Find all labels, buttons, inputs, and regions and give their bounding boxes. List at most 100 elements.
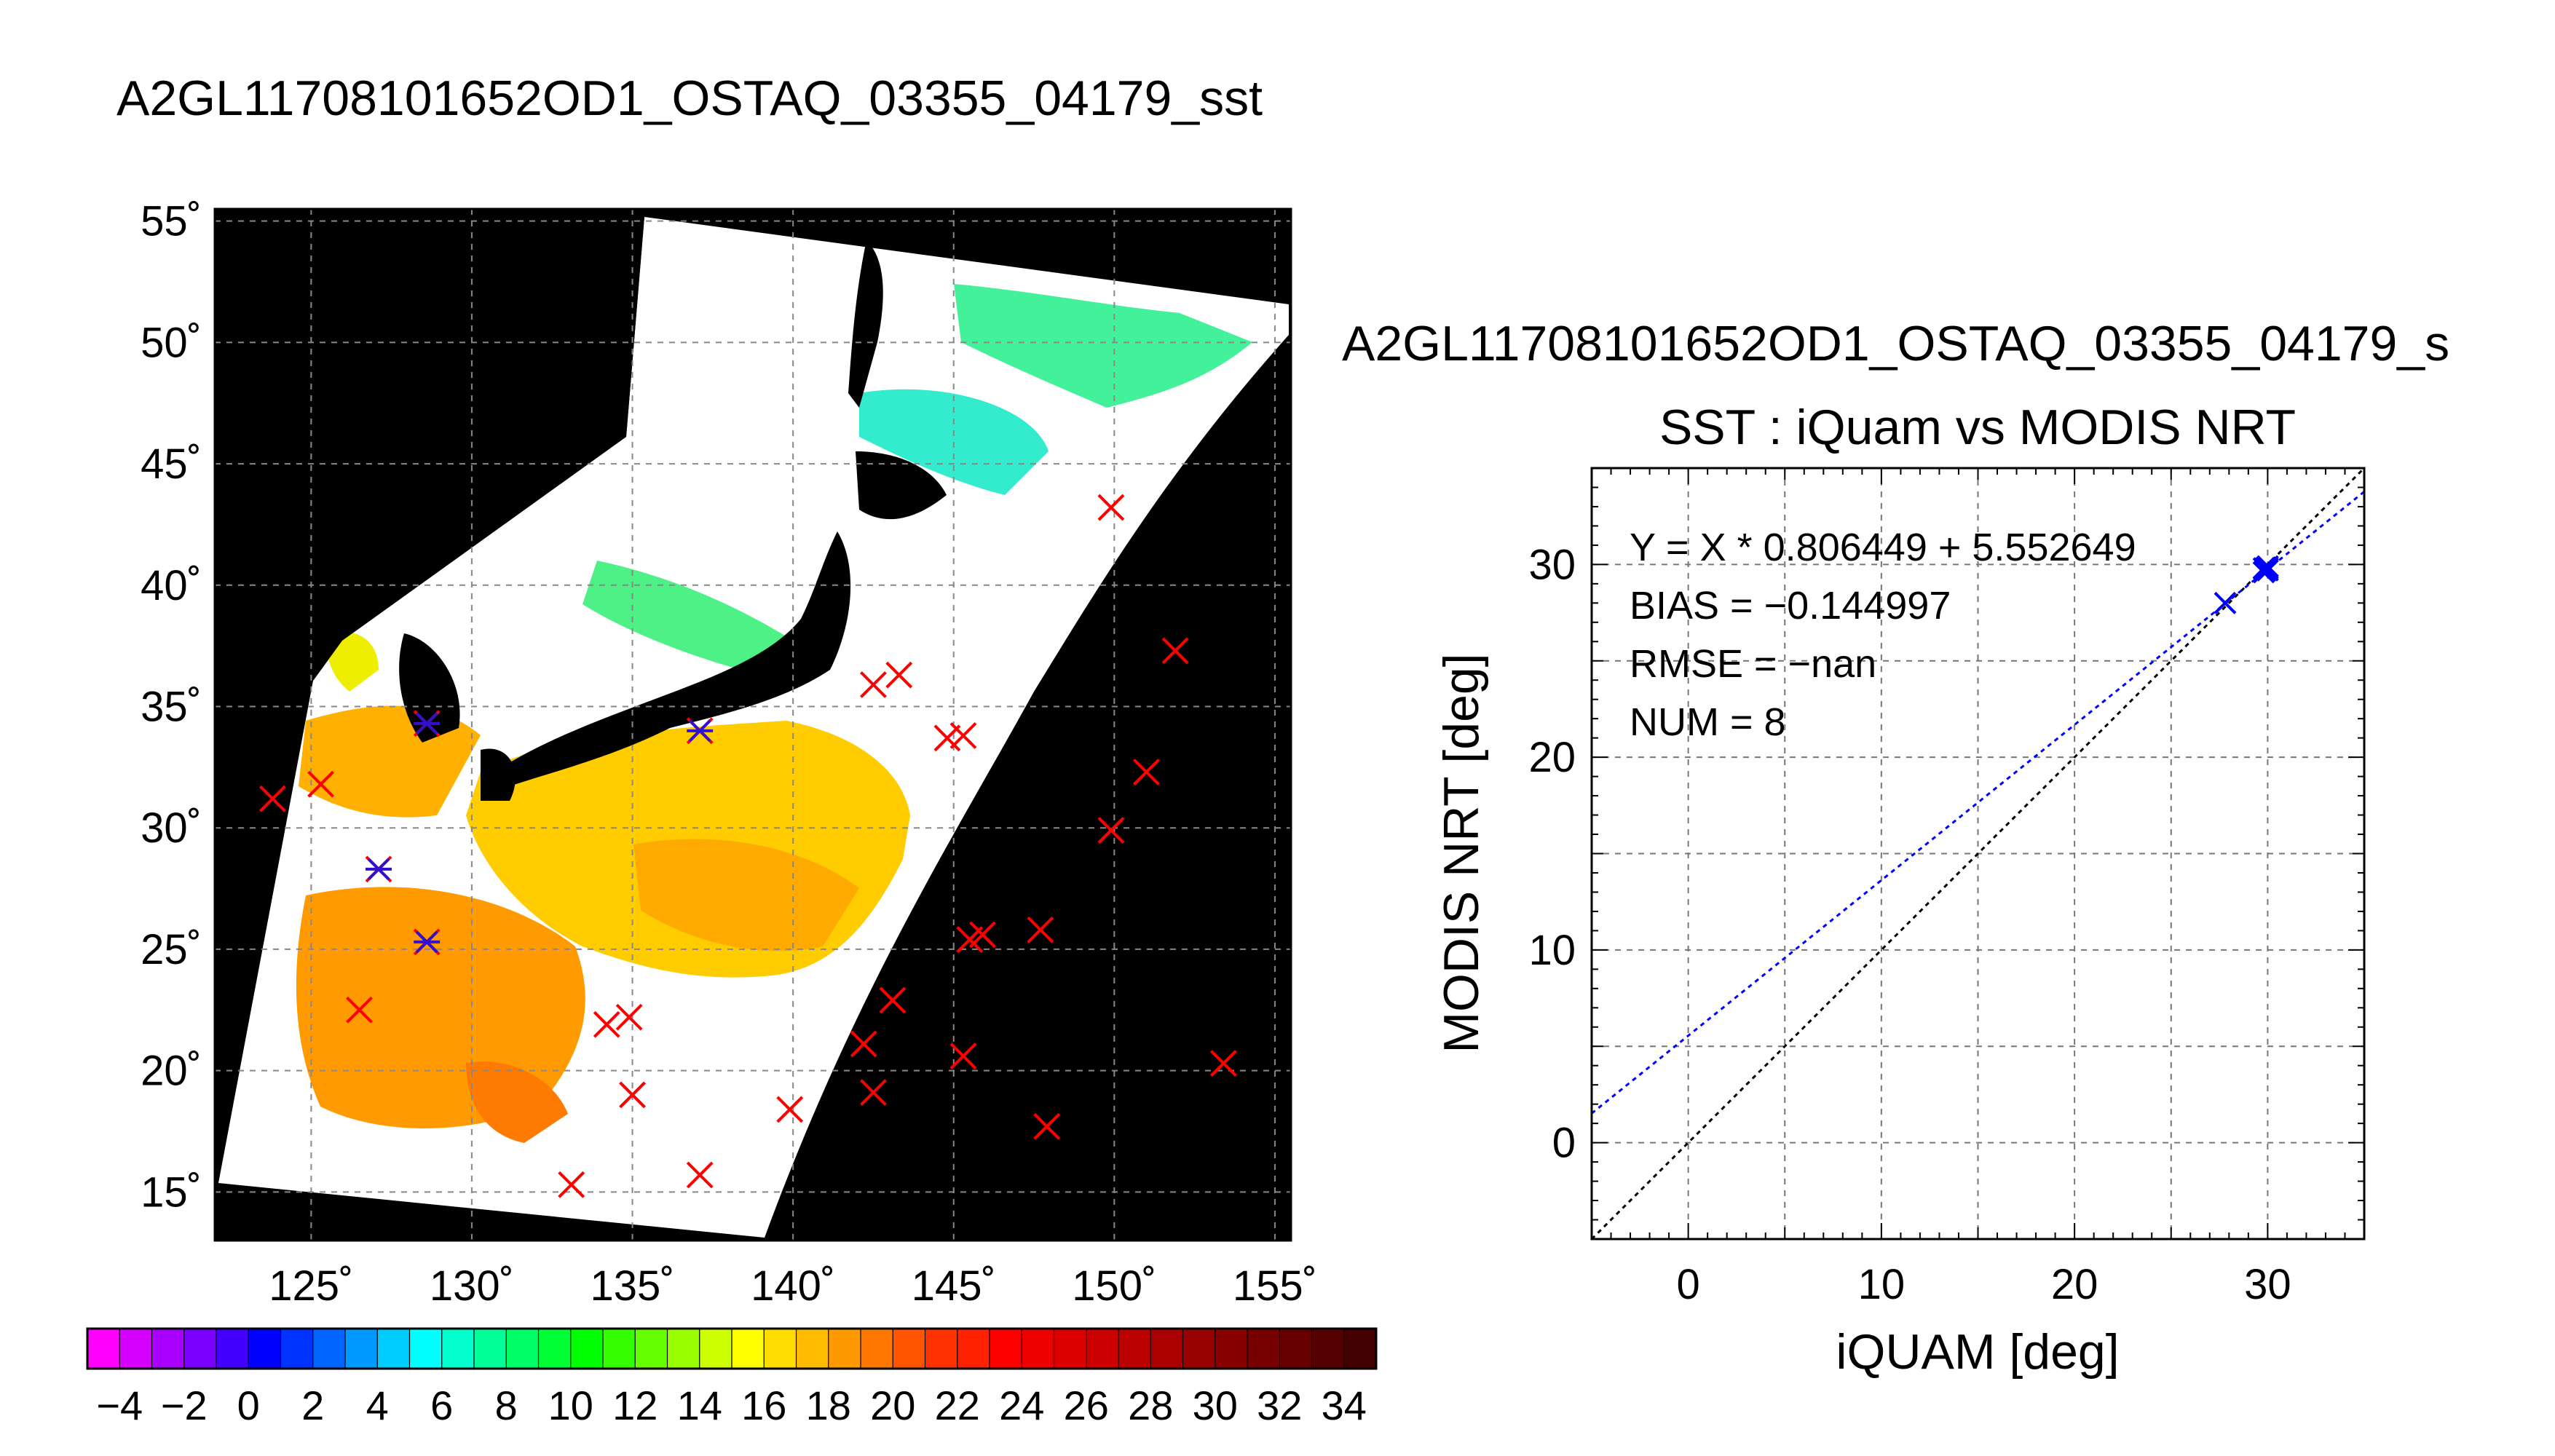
colorbar-swatch — [1343, 1329, 1377, 1369]
colorbar-tick-label: 12 — [612, 1382, 657, 1428]
colorbar: −4 −2 0 2 4 6 8 10 12 14 16 18 20 22 24 26 28 30 32 34 — [86, 1327, 1378, 1428]
colorbar-tick-label: 28 — [1128, 1382, 1173, 1428]
buoy-marker — [860, 1079, 887, 1107]
scatter-y-tick-label: 10 — [1528, 927, 1576, 974]
colorbar-tick-label: 8 — [495, 1382, 518, 1428]
land-honshu — [495, 531, 851, 786]
map-markers — [259, 494, 1237, 1198]
sst-field-warm-pool — [466, 1061, 568, 1143]
map-lat-tick-label: 35˚ — [141, 683, 202, 730]
buoy-marker — [1097, 494, 1125, 521]
sst-field-yellow-sea — [326, 631, 379, 692]
map-frame — [213, 207, 1292, 1242]
colorbar-tick-label: 34 — [1322, 1382, 1367, 1428]
colorbar-tick-label: 30 — [1193, 1382, 1238, 1428]
matchup-marker — [414, 930, 441, 954]
matchup-marker — [414, 712, 441, 735]
colorbar-swatch — [280, 1329, 314, 1369]
colorbar-swatch — [570, 1329, 604, 1369]
buoy-marker — [1033, 1112, 1061, 1140]
land-hokkaido — [856, 451, 947, 520]
colorbar-swatch — [667, 1329, 700, 1369]
annotation-num: NUM = 8 — [1630, 700, 1786, 744]
colorbar-tick-label: 32 — [1257, 1382, 1302, 1428]
colorbar-swatch — [1086, 1329, 1119, 1369]
colorbar-swatch — [441, 1329, 475, 1369]
map-plot-area — [215, 209, 1291, 1241]
buoy-marker — [1161, 637, 1189, 665]
colorbar-swatch — [1118, 1329, 1152, 1369]
colorbar-tick-label: 4 — [366, 1382, 389, 1428]
scatter-point — [2252, 557, 2275, 580]
buoy-marker — [259, 785, 286, 812]
map-title: A2GL11708101652OD1_OSTAQ_03355_04179_sst — [117, 71, 1263, 126]
colorbar-swatch — [377, 1329, 411, 1369]
land-asia — [215, 209, 644, 681]
matchup-marker — [366, 858, 392, 881]
colorbar-swatch — [732, 1329, 765, 1369]
land-sakhalin — [848, 240, 883, 408]
buoy-marker — [558, 1171, 585, 1198]
colorbar-tick-label: 0 — [237, 1382, 260, 1428]
colorbar-swatch — [216, 1329, 250, 1369]
colorbar-swatch — [1054, 1329, 1087, 1369]
colorbar-tick-label: −2 — [161, 1382, 208, 1428]
buoy-marker — [969, 921, 996, 949]
buoy-marker — [1133, 759, 1160, 786]
scatter-y-tick-label: 30 — [1528, 541, 1576, 588]
map-lon-tick-label: 150˚ — [1072, 1262, 1156, 1310]
map-lat-tick-label: 30˚ — [141, 804, 202, 852]
scatter-point — [2214, 591, 2237, 614]
colorbar-swatch — [1247, 1329, 1281, 1369]
scatter-subtitle: SST : iQuam vs MODIS NRT — [1659, 400, 2296, 455]
buoy-marker — [307, 770, 335, 798]
colorbar-swatch — [990, 1329, 1023, 1369]
colorbar-swatch — [151, 1329, 185, 1369]
scatter-x-tick-label: 0 — [1676, 1261, 1699, 1308]
colorbar-swatch — [603, 1329, 636, 1369]
buoy-marker — [776, 1096, 804, 1123]
buoy-marker — [1097, 817, 1125, 844]
map-lon-tick-label: 140˚ — [751, 1262, 835, 1310]
map-lat-tick-label: 25˚ — [141, 926, 202, 973]
map-lon-tick-label: 135˚ — [591, 1262, 675, 1310]
map-lat-tick-label: 45˚ — [141, 440, 202, 488]
scatter-x-tick-label: 30 — [2244, 1261, 2291, 1308]
buoy-marker — [686, 1161, 714, 1189]
sst-field-okhotsk — [954, 284, 1252, 408]
colorbar-swatch — [957, 1329, 990, 1369]
colorbar-swatch — [925, 1329, 958, 1369]
colorbar-tick-label: 24 — [999, 1382, 1044, 1428]
buoy-marker — [593, 1010, 620, 1038]
colorbar-swatch — [796, 1329, 829, 1369]
matchup-marker — [687, 719, 714, 743]
map-lat-tick-label: 40˚ — [141, 562, 202, 609]
colorbar-swatch — [248, 1329, 282, 1369]
colorbar-swatch — [345, 1329, 379, 1369]
colorbar-swatch — [538, 1329, 572, 1369]
buoy-marker — [885, 661, 913, 689]
scatter-plot-area — [1592, 468, 2364, 1239]
buoy-marker — [949, 1042, 977, 1070]
map-lon-tick-label: 145˚ — [912, 1262, 996, 1310]
colorbar-tick-label: 22 — [935, 1382, 980, 1428]
scatter-y-axis-label: MODIS NRT [deg] — [1434, 653, 1489, 1053]
scatter-y-tick-label: 0 — [1552, 1120, 1576, 1167]
buoy-marker — [860, 671, 887, 698]
colorbar-swatch — [1215, 1329, 1248, 1369]
buoy-marker — [879, 986, 907, 1014]
annotation-bias: BIAS = −0.144997 — [1630, 584, 1951, 628]
land-kyushu — [481, 748, 516, 801]
buoy-marker — [850, 1030, 877, 1058]
colorbar-tick-label: 26 — [1064, 1382, 1109, 1428]
map-lat-tick-label: 20˚ — [141, 1048, 202, 1095]
map-lon-tick-label: 130˚ — [430, 1262, 514, 1310]
colorbar-tick-label: 6 — [430, 1382, 453, 1428]
colorbar-swatch — [828, 1329, 861, 1369]
buoy-marker — [949, 722, 977, 749]
colorbar-swatch — [409, 1329, 443, 1369]
colorbar-tick-label: 16 — [741, 1382, 786, 1428]
annotation-rmse: RMSE = −nan — [1630, 642, 1876, 686]
buoy-marker — [619, 1081, 646, 1109]
